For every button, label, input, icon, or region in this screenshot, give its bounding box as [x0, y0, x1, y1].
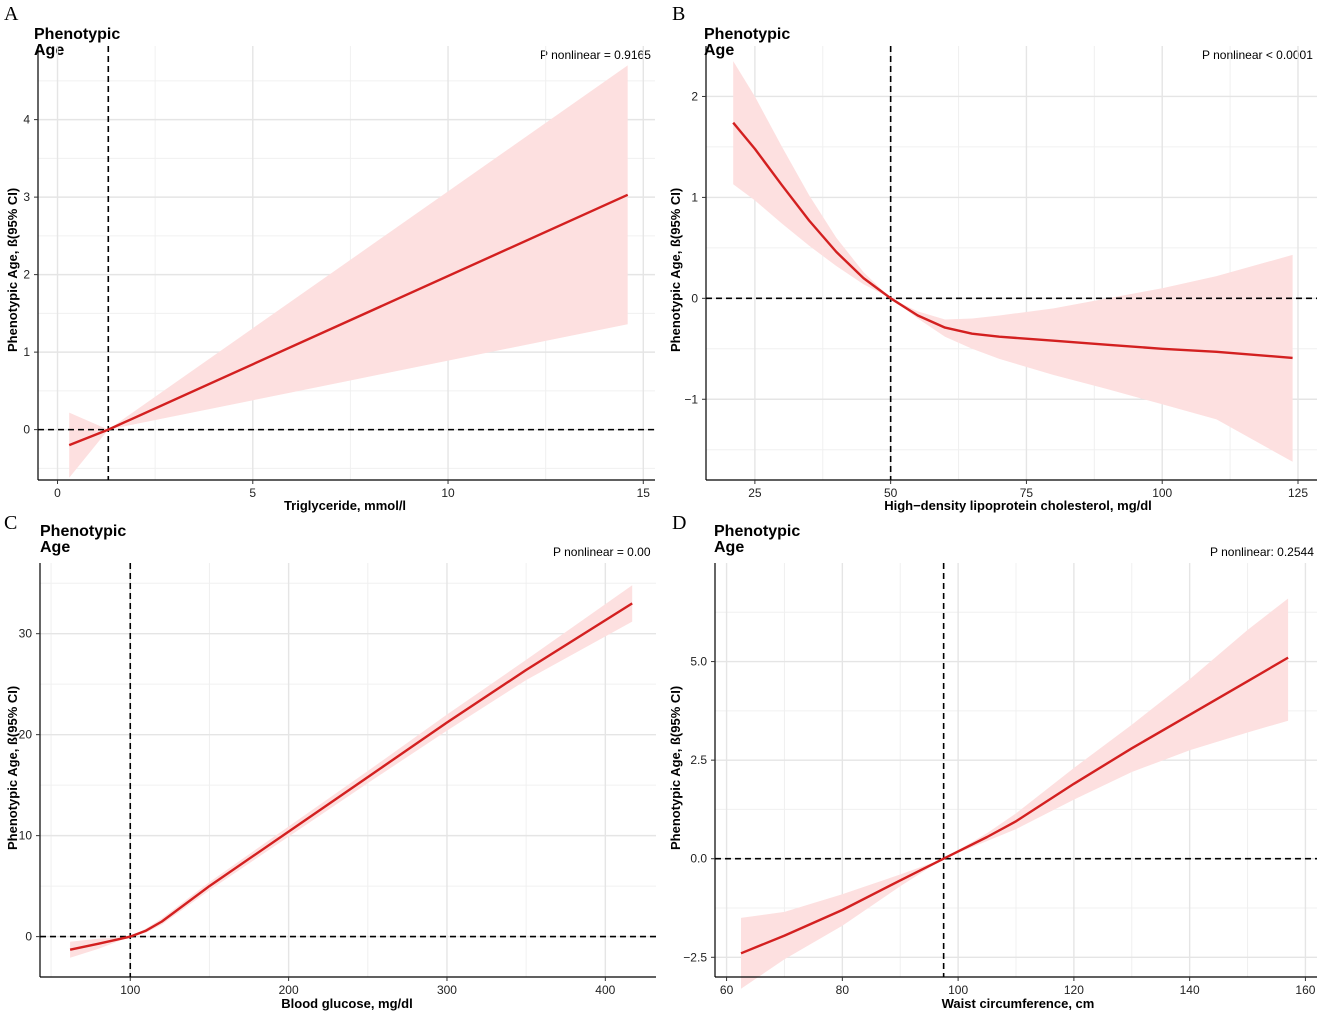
- y-tick-label: 0: [25, 930, 32, 944]
- estimate-line: [732, 121, 1293, 360]
- x-axis-title: High−density lipoprotein cholesterol, mg…: [884, 498, 1152, 513]
- y-tick-label: −1: [684, 392, 698, 406]
- y-tick-label: 0.0: [690, 852, 707, 866]
- y-tick-label: −2.5: [683, 950, 707, 964]
- y-tick-label: 1: [23, 345, 30, 359]
- p-nonlinear-label: P nonlinear = 0.9165: [540, 48, 651, 62]
- p-nonlinear-label: P nonlinear: 0.2544: [1210, 545, 1314, 559]
- x-tick-label: 125: [1288, 486, 1308, 500]
- x-tick-label: 25: [748, 486, 762, 500]
- y-tick-label: 4: [23, 113, 30, 127]
- panel-letter: D: [672, 512, 687, 534]
- panel-title: Phenotypic Age: [34, 26, 121, 59]
- x-tick-label: 200: [279, 983, 299, 997]
- x-tick-label: 100: [120, 983, 140, 997]
- estimate-line: [740, 656, 1289, 955]
- panel-title: Phenotypic Age: [714, 523, 801, 556]
- x-tick-label: 10: [441, 486, 455, 500]
- x-tick-label: 400: [595, 983, 615, 997]
- confidence-band: [69, 65, 628, 478]
- y-tick-label: 0: [691, 291, 698, 305]
- x-tick-label: 0: [54, 486, 61, 500]
- panel-title: Phenotypic Age: [704, 26, 791, 59]
- x-tick-label: 140: [1180, 983, 1200, 997]
- x-tick-label: 120: [1064, 983, 1084, 997]
- x-tick-label: 160: [1295, 983, 1315, 997]
- x-tick-label: 60: [720, 983, 734, 997]
- estimate-line: [69, 602, 633, 951]
- panel-title: Phenotypic Age: [40, 523, 127, 556]
- confidence-band: [733, 61, 1293, 462]
- plot-a: 0 5 10 15 0 1 2 3 4: [23, 46, 655, 500]
- x-tick-label: 80: [836, 983, 850, 997]
- x-tick-label: 300: [437, 983, 457, 997]
- y-tick-label: 2: [23, 268, 30, 282]
- x-tick-label: 50: [884, 486, 898, 500]
- y-tick-label: 20: [19, 728, 33, 742]
- y-tick-label: 1: [691, 190, 698, 204]
- x-tick-label: 15: [637, 486, 651, 500]
- plot-b: 25 50 75 100 125 −1 0 1 2: [684, 46, 1317, 500]
- y-tick-label: 2.5: [690, 753, 707, 767]
- p-nonlinear-label: P nonlinear = 0.00: [553, 545, 651, 559]
- y-tick-label: 30: [19, 627, 33, 641]
- panel-letter: A: [4, 3, 19, 25]
- y-tick-label: 0: [23, 423, 30, 437]
- y-tick-label: 2: [691, 89, 698, 103]
- x-tick-label: 75: [1020, 486, 1034, 500]
- x-axis-title: Blood glucose, mg/dl: [281, 996, 413, 1011]
- x-tick-label: 5: [249, 486, 256, 500]
- x-axis-title: Triglyceride, mmol/l: [283, 498, 407, 513]
- x-tick-label: 100: [948, 983, 968, 997]
- x-axis-title: Waist circumference, cm: [941, 996, 1095, 1011]
- confidence-band: [741, 598, 1289, 989]
- plot-c: 100 200 300 400 0 10 20 30: [19, 563, 656, 997]
- y-tick-label: 5.0: [690, 655, 707, 669]
- x-tick-label: 100: [1152, 486, 1172, 500]
- panel-letter: C: [4, 512, 18, 534]
- estimate-line: [68, 193, 629, 447]
- y-tick-label: 10: [19, 829, 33, 843]
- panel-letter: B: [672, 3, 686, 25]
- y-tick-label: 3: [23, 190, 30, 204]
